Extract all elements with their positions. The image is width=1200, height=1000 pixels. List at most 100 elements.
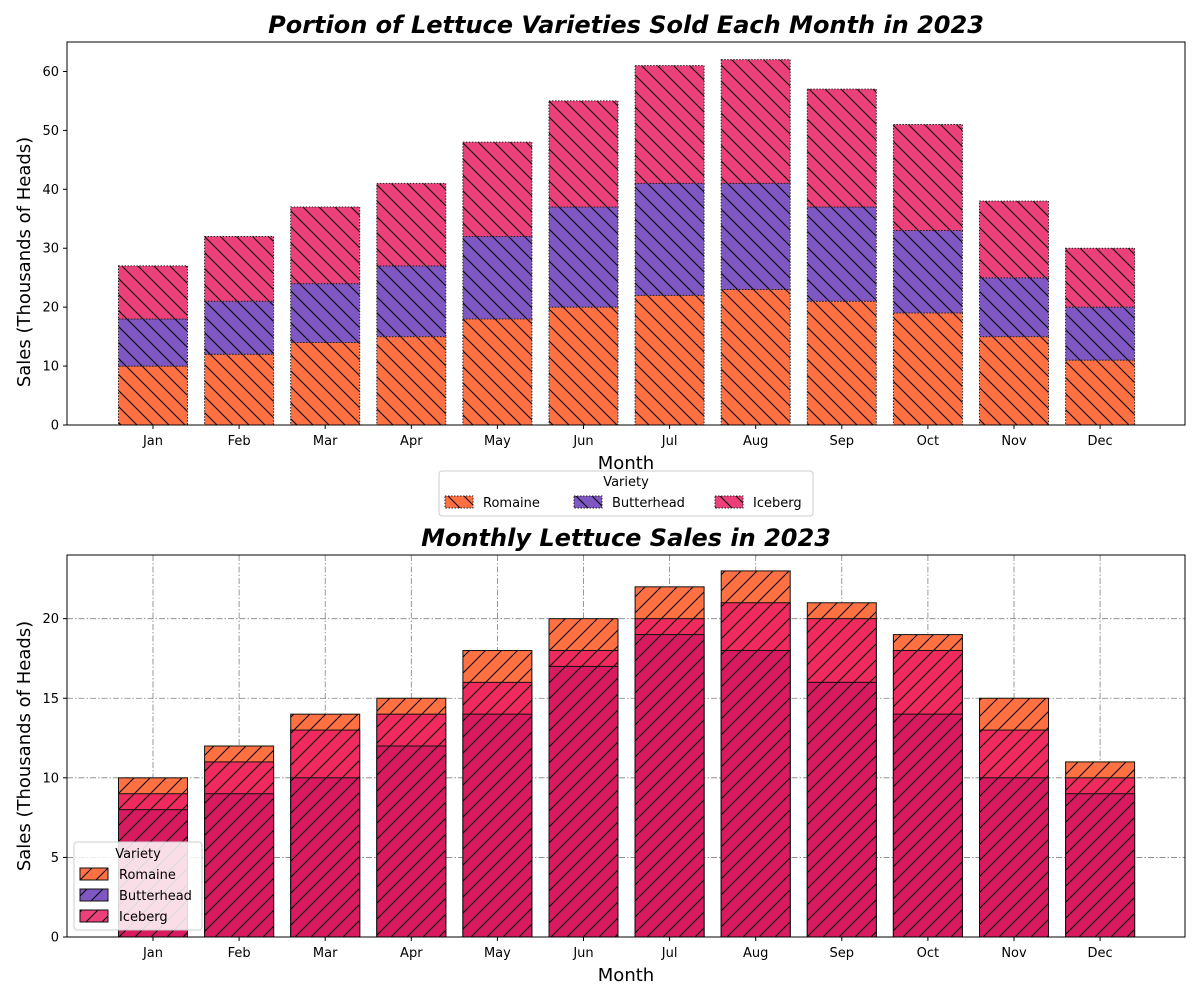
- bar-butterhead-jul: [634, 634, 705, 938]
- legend-entry-butterhead: Butterhead: [79, 888, 192, 904]
- y-tick-label: 20: [42, 301, 59, 316]
- y-tick-label: 40: [42, 183, 59, 198]
- y-tick-label: 0: [51, 931, 59, 946]
- x-tick-label: Feb: [228, 434, 251, 449]
- bar-segment-iceberg-jun: [548, 100, 619, 208]
- x-tick-label: Mar: [313, 946, 338, 961]
- plot-frame: [66, 554, 1186, 938]
- x-tick-label: Oct: [917, 434, 939, 449]
- y-tick-label: 15: [42, 692, 59, 707]
- bar-segment-iceberg-oct: [892, 123, 963, 232]
- bar-butterhead-oct: [892, 713, 963, 938]
- bar-segment-romaine-feb: [204, 353, 275, 426]
- legend-title: Variety: [115, 847, 161, 862]
- bar-segment-iceberg-sep: [806, 88, 877, 208]
- bar-butterhead-sep: [806, 681, 877, 938]
- bar-segment-iceberg-jan: [118, 265, 188, 320]
- stacked-bar-chart: Portion of Lettuce Varieties Sold Each M…: [14, 11, 1186, 517]
- legend-entry-romaine: Romaine: [444, 495, 540, 511]
- bar-segment-romaine-nov: [979, 336, 1049, 426]
- x-axis-label: Month: [598, 965, 654, 986]
- bar-segment-butterhead-sep: [806, 206, 877, 302]
- x-tick-label: Apr: [400, 946, 423, 961]
- legend: Variety Romaine Butterhead Iceberg: [438, 470, 814, 517]
- bar-butterhead-may: [462, 713, 533, 938]
- x-tick-label: Jun: [572, 946, 593, 961]
- chart-title: Monthly Lettuce Sales in 2023: [421, 524, 831, 552]
- bar-segment-butterhead-may: [462, 235, 533, 320]
- x-tick-label: Sep: [830, 434, 855, 449]
- legend-swatch: [79, 909, 109, 923]
- bar-segment-iceberg-dec: [1065, 247, 1136, 308]
- legend-label: Romaine: [119, 868, 176, 883]
- legend-swatch: [79, 867, 109, 881]
- bar-segment-butterhead-aug: [720, 182, 791, 290]
- bar-segment-iceberg-may: [462, 141, 533, 237]
- bar-segment-romaine-jun: [548, 306, 619, 426]
- y-tick-label: 10: [42, 771, 59, 786]
- bar-segment-romaine-oct: [892, 312, 963, 426]
- bar-segment-iceberg-apr: [376, 182, 447, 267]
- bar-butterhead-mar: [290, 777, 361, 938]
- x-tick-label: Nov: [1001, 434, 1027, 449]
- bar-segment-romaine-dec: [1065, 359, 1136, 426]
- legend-swatch: [714, 495, 744, 509]
- bar-butterhead-aug: [720, 650, 791, 938]
- x-tick-label: Jun: [572, 434, 593, 449]
- x-tick-label: Apr: [400, 434, 423, 449]
- bar-segment-iceberg-feb: [204, 235, 275, 302]
- y-tick-label: 60: [42, 65, 59, 80]
- x-tick-label: Jul: [661, 946, 678, 961]
- y-tick-label: 10: [42, 360, 59, 375]
- plot-frame: [66, 41, 1186, 426]
- legend-swatch: [573, 495, 603, 509]
- y-axis-label: Sales (Thousands of Heads): [14, 137, 35, 387]
- x-tick-label: May: [484, 434, 511, 449]
- legend-label: Butterhead: [612, 496, 685, 511]
- bar-segment-romaine-apr: [376, 336, 447, 426]
- overlapping-bar-chart: Monthly Lettuce Sales in 2023 Month Sale…: [14, 524, 1186, 986]
- legend-label: Butterhead: [119, 889, 192, 904]
- bar-segment-iceberg-mar: [290, 206, 361, 285]
- bar-segment-romaine-jul: [634, 294, 705, 426]
- legend-swatch: [79, 888, 109, 902]
- bar-segment-romaine-may: [462, 318, 533, 426]
- x-tick-label: Dec: [1088, 946, 1113, 961]
- legend-entry-iceberg: Iceberg: [79, 909, 168, 925]
- legend-swatch: [444, 495, 474, 509]
- x-tick-label: Sep: [830, 946, 855, 961]
- bar-segment-butterhead-apr: [376, 265, 447, 338]
- bar-segment-butterhead-feb: [204, 300, 275, 355]
- legend-box: [73, 841, 203, 931]
- x-tick-label: Nov: [1001, 946, 1027, 961]
- legend-entry-butterhead: Butterhead: [573, 495, 685, 511]
- bar-butterhead-apr: [376, 745, 447, 938]
- x-tick-label: Oct: [917, 946, 939, 961]
- legend-entry-romaine: Romaine: [79, 867, 176, 883]
- y-tick-label: 5: [51, 851, 59, 866]
- bar-segment-butterhead-nov: [979, 277, 1049, 338]
- bar-segment-butterhead-jun: [548, 206, 619, 308]
- bar-segment-romaine-mar: [290, 342, 361, 426]
- legend-title: Variety: [603, 475, 649, 490]
- bar-butterhead-dec: [1065, 793, 1136, 938]
- bar-segment-butterhead-jan: [118, 318, 188, 367]
- y-tick-label: 0: [51, 419, 59, 434]
- y-tick-label: 30: [42, 242, 59, 257]
- x-tick-label: Mar: [313, 434, 338, 449]
- bar-butterhead-jun: [548, 665, 619, 938]
- bar-segment-romaine-sep: [806, 300, 877, 426]
- y-tick-label: 50: [42, 124, 59, 139]
- x-tick-label: Jan: [142, 946, 163, 961]
- bar-segment-iceberg-jul: [634, 65, 705, 184]
- x-tick-label: Jul: [661, 434, 678, 449]
- bar-butterhead-nov: [979, 777, 1049, 938]
- legend-label: Iceberg: [119, 910, 168, 925]
- bar-butterhead-feb: [204, 793, 275, 938]
- bar-segment-butterhead-mar: [290, 283, 361, 344]
- bar-segment-butterhead-jul: [634, 182, 705, 296]
- legend-label: Iceberg: [753, 496, 802, 511]
- x-tick-label: Dec: [1088, 434, 1113, 449]
- y-axis-label: Sales (Thousands of Heads): [14, 621, 35, 871]
